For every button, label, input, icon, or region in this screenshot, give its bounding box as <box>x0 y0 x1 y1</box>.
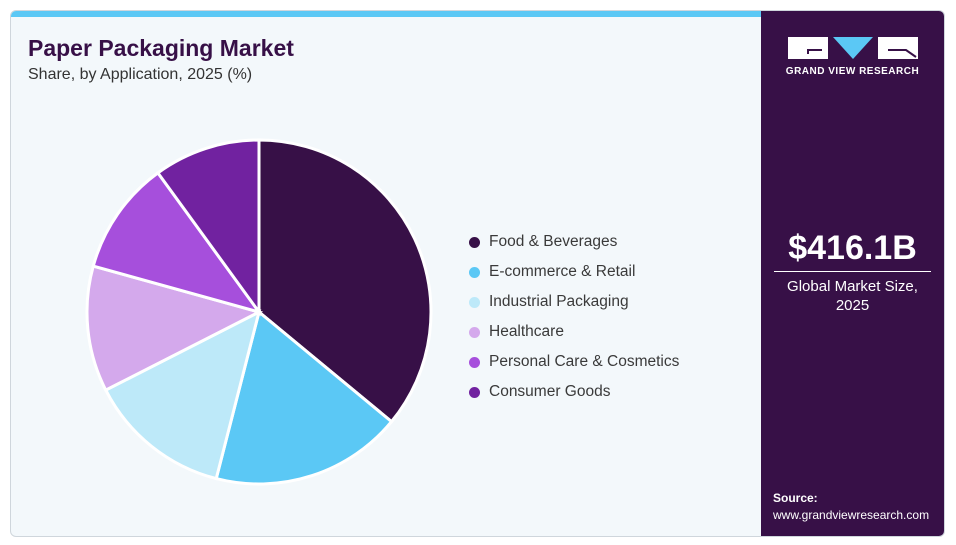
legend-item: Personal Care & Cosmetics <box>469 347 679 377</box>
legend-item: Consumer Goods <box>469 377 679 407</box>
chart-subtitle: Share, by Application, 2025 (%) <box>28 66 253 83</box>
legend-dot-icon <box>469 236 480 248</box>
market-size-value: $416.1B <box>788 229 917 267</box>
legend-label: Food & Beverages <box>489 233 618 250</box>
gvr-logo-icon <box>788 37 918 59</box>
legend-item: Food & Beverages <box>469 227 679 257</box>
pie-chart <box>85 138 433 486</box>
legend-dot-icon <box>469 296 480 308</box>
legend-dot-icon <box>469 266 480 278</box>
chart-card: Paper Packaging Market Share, by Applica… <box>10 10 945 537</box>
market-size-caption: Global Market Size, 2025 <box>761 277 944 315</box>
divider <box>774 271 931 272</box>
pie-slice-consumer-goods <box>155 138 261 317</box>
pie-slice-personal-care-cosmetics <box>91 170 263 315</box>
source-label: Source: <box>773 491 818 505</box>
caption-line-1: Global Market Size, <box>787 278 918 295</box>
legend-label: E-commerce & Retail <box>489 263 636 280</box>
source-url: www.grandviewresearch.com <box>773 508 930 522</box>
side-panel: GRAND VIEW RESEARCH $416.1B Global Marke… <box>761 11 944 536</box>
legend-dot-icon <box>469 386 480 398</box>
legend-label: Personal Care & Cosmetics <box>489 353 680 370</box>
legend-label: Industrial Packaging <box>489 293 629 310</box>
chart-title: Paper Packaging Market <box>28 35 294 61</box>
legend-item: Industrial Packaging <box>469 287 679 317</box>
accent-bar <box>11 11 761 17</box>
legend-label: Consumer Goods <box>489 383 611 400</box>
legend-label: Healthcare <box>489 323 564 340</box>
pie-slice-food-beverages <box>257 138 433 424</box>
pie-slice-industrial-packaging <box>103 309 262 481</box>
legend-item: Healthcare <box>469 317 679 347</box>
pie-slice-healthcare <box>85 264 264 393</box>
legend-item: E-commerce & Retail <box>469 257 679 287</box>
caption-line-2: 2025 <box>835 297 870 314</box>
legend-dot-icon <box>469 356 480 368</box>
brand-name: GRAND VIEW RESEARCH <box>785 66 920 77</box>
pie-slice-e-commerce-retail <box>214 309 394 486</box>
legend: Food & Beverages E-commerce & Retail Indus… <box>469 227 679 407</box>
legend-dot-icon <box>469 326 480 338</box>
